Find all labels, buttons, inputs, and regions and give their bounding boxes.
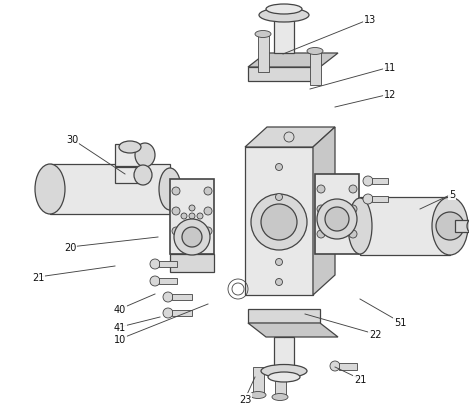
Bar — [50, 165, 170, 214]
Ellipse shape — [259, 9, 309, 23]
Circle shape — [189, 206, 195, 211]
Circle shape — [349, 206, 357, 214]
Bar — [172, 294, 192, 300]
Bar — [310, 52, 321, 86]
Bar — [275, 369, 286, 397]
Circle shape — [150, 259, 160, 269]
Circle shape — [349, 230, 357, 238]
Text: 40: 40 — [114, 304, 126, 314]
Circle shape — [275, 194, 282, 201]
Bar — [245, 147, 313, 295]
Circle shape — [189, 221, 195, 228]
Circle shape — [330, 361, 340, 371]
Bar — [258, 35, 269, 73]
Ellipse shape — [119, 142, 141, 154]
Ellipse shape — [255, 31, 271, 38]
Circle shape — [251, 195, 307, 250]
Circle shape — [275, 164, 282, 171]
Circle shape — [181, 214, 187, 219]
Bar — [170, 254, 214, 272]
Circle shape — [317, 230, 325, 238]
Text: 13: 13 — [364, 15, 376, 25]
Circle shape — [172, 188, 180, 195]
Text: 11: 11 — [384, 63, 396, 73]
Bar — [360, 197, 450, 255]
Circle shape — [317, 199, 357, 240]
Circle shape — [204, 228, 212, 235]
Circle shape — [189, 214, 195, 219]
Circle shape — [261, 204, 297, 240]
Ellipse shape — [35, 165, 65, 214]
Bar — [248, 68, 320, 82]
Circle shape — [163, 292, 173, 302]
Circle shape — [349, 185, 357, 194]
Ellipse shape — [272, 394, 288, 401]
Ellipse shape — [307, 48, 323, 55]
Circle shape — [172, 228, 180, 235]
Text: 10: 10 — [114, 334, 126, 344]
Text: 21: 21 — [354, 374, 366, 384]
Bar — [170, 180, 214, 254]
Text: 41: 41 — [114, 322, 126, 332]
Circle shape — [317, 185, 325, 194]
Polygon shape — [313, 128, 335, 295]
Text: 20: 20 — [64, 242, 76, 252]
Bar — [248, 309, 320, 323]
Text: 5: 5 — [449, 190, 455, 199]
Text: 51: 51 — [394, 317, 406, 327]
Bar — [172, 310, 192, 316]
Polygon shape — [245, 128, 335, 147]
Ellipse shape — [348, 199, 372, 254]
Circle shape — [275, 259, 282, 266]
Circle shape — [317, 206, 325, 214]
Ellipse shape — [134, 166, 152, 185]
Ellipse shape — [432, 197, 468, 255]
Polygon shape — [248, 54, 338, 68]
Circle shape — [363, 195, 373, 204]
Ellipse shape — [261, 365, 307, 377]
Bar — [339, 363, 357, 370]
Circle shape — [174, 219, 210, 255]
Bar — [455, 221, 469, 233]
Bar — [159, 261, 177, 267]
Ellipse shape — [467, 219, 469, 233]
Bar — [372, 178, 388, 185]
Bar — [115, 168, 143, 183]
Circle shape — [150, 276, 160, 286]
Circle shape — [197, 214, 203, 219]
Circle shape — [284, 133, 294, 142]
Bar — [274, 16, 294, 54]
Bar — [253, 367, 264, 395]
Bar — [159, 278, 177, 284]
Circle shape — [182, 228, 202, 247]
Circle shape — [163, 308, 173, 318]
Circle shape — [204, 207, 212, 216]
Bar — [115, 145, 145, 166]
Ellipse shape — [135, 144, 155, 168]
Circle shape — [172, 207, 180, 216]
Circle shape — [363, 177, 373, 187]
Text: 22: 22 — [369, 329, 381, 339]
Ellipse shape — [159, 169, 181, 211]
Circle shape — [436, 212, 464, 240]
Text: 21: 21 — [32, 272, 44, 282]
Ellipse shape — [266, 5, 302, 15]
Bar — [274, 337, 294, 371]
Ellipse shape — [250, 392, 266, 399]
Text: 23: 23 — [239, 394, 251, 404]
Text: 30: 30 — [66, 135, 78, 145]
Bar — [372, 197, 388, 202]
Polygon shape — [248, 323, 338, 337]
Circle shape — [325, 207, 349, 231]
Circle shape — [204, 188, 212, 195]
Text: 12: 12 — [384, 90, 396, 100]
Bar — [315, 175, 359, 254]
Ellipse shape — [268, 372, 300, 382]
Circle shape — [275, 279, 282, 286]
